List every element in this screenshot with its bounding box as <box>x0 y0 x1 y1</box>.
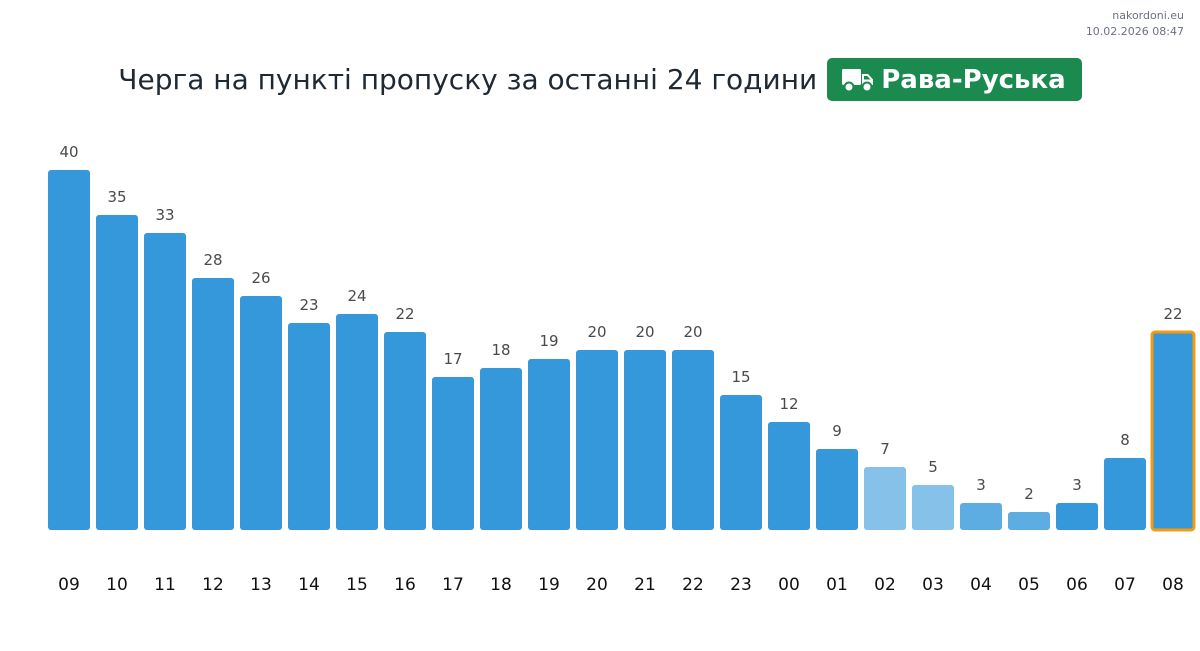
data-label-02: 7 <box>880 440 890 458</box>
x-tick-label-15: 15 <box>346 575 368 595</box>
x-tick-label-05: 05 <box>1018 575 1040 595</box>
x-tick-label-19: 19 <box>538 575 560 595</box>
bar-21 <box>624 350 666 530</box>
data-label-23: 15 <box>731 368 750 386</box>
data-label-18: 18 <box>491 341 510 359</box>
x-tick-label-12: 12 <box>202 575 224 595</box>
data-label-20: 20 <box>587 323 606 341</box>
bar-15 <box>336 314 378 530</box>
x-tick-label-16: 16 <box>394 575 416 595</box>
checkpoint-badge: Рава-Руська <box>827 58 1082 101</box>
x-tick-label-21: 21 <box>634 575 656 595</box>
source-timestamp: 10.02.2026 08:47 <box>1085 25 1184 38</box>
x-tick-label-17: 17 <box>442 575 464 595</box>
chart-title: Черга на пункті пропуску за останні 24 г… <box>118 63 818 96</box>
data-label-19: 19 <box>539 332 558 350</box>
bar-07 <box>1104 458 1146 530</box>
data-label-17: 17 <box>443 350 462 368</box>
truck-icon <box>841 67 875 93</box>
bar-06 <box>1056 503 1098 530</box>
source-info: nakordoni.eu 10.02.2026 08:47 <box>1086 8 1184 40</box>
x-tick-label-08: 08 <box>1162 575 1184 595</box>
data-label-06: 3 <box>1072 476 1082 494</box>
bar-01 <box>816 449 858 530</box>
bar-17 <box>432 377 474 530</box>
bar-13 <box>240 296 282 530</box>
data-label-03: 5 <box>928 458 938 476</box>
x-tick-label-23: 23 <box>730 575 752 595</box>
bar-05 <box>1008 512 1050 530</box>
data-label-05: 2 <box>1024 485 1034 503</box>
bar-23 <box>720 395 762 530</box>
x-tick-label-03: 03 <box>922 575 944 595</box>
x-tick-label-20: 20 <box>586 575 608 595</box>
data-label-04: 3 <box>976 476 986 494</box>
bar-03 <box>912 485 954 530</box>
bar-02 <box>864 467 906 530</box>
x-tick-label-07: 07 <box>1114 575 1136 595</box>
bar-22 <box>672 350 714 530</box>
checkpoint-name: Рава-Руська <box>881 64 1066 95</box>
bar-08 <box>1150 330 1196 532</box>
bar-14 <box>288 323 330 530</box>
data-label-11: 33 <box>155 206 174 224</box>
bar-11 <box>144 233 186 530</box>
x-tick-label-09: 09 <box>58 575 80 595</box>
data-label-13: 26 <box>251 269 270 287</box>
bar-18 <box>480 368 522 530</box>
bar-12 <box>192 278 234 530</box>
data-label-21: 20 <box>635 323 654 341</box>
bar-16 <box>384 332 426 530</box>
data-label-01: 9 <box>832 422 842 440</box>
bar-00 <box>768 422 810 530</box>
x-tick-label-18: 18 <box>490 575 512 595</box>
x-tick-label-13: 13 <box>250 575 272 595</box>
x-tick-label-04: 04 <box>970 575 992 595</box>
bar-04 <box>960 503 1002 530</box>
source-site: nakordoni.eu <box>1112 9 1184 22</box>
chart-header: Черга на пункті пропуску за останні 24 г… <box>0 58 1200 101</box>
x-tick-label-11: 11 <box>154 575 176 595</box>
data-label-16: 22 <box>395 305 414 323</box>
x-tick-label-14: 14 <box>298 575 320 595</box>
x-tick-label-01: 01 <box>826 575 848 595</box>
data-label-14: 23 <box>299 296 318 314</box>
x-tick-label-02: 02 <box>874 575 896 595</box>
bar-19 <box>528 359 570 530</box>
x-tick-label-06: 06 <box>1066 575 1088 595</box>
data-label-22: 20 <box>683 323 702 341</box>
x-tick-label-22: 22 <box>682 575 704 595</box>
data-label-15: 24 <box>347 287 366 305</box>
data-label-10: 35 <box>107 188 126 206</box>
data-label-07: 8 <box>1120 431 1130 449</box>
data-label-08: 22 <box>1163 305 1182 323</box>
bar-20 <box>576 350 618 530</box>
bar-10 <box>96 215 138 530</box>
data-label-12: 28 <box>203 251 222 269</box>
bar-09 <box>48 170 90 530</box>
x-tick-label-10: 10 <box>106 575 128 595</box>
data-label-00: 12 <box>779 395 798 413</box>
data-label-09: 40 <box>59 143 78 161</box>
x-tick-label-00: 00 <box>778 575 800 595</box>
